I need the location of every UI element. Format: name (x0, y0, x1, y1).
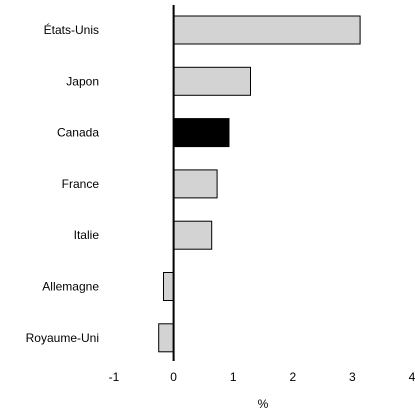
category-label: Royaume-Uni (26, 331, 99, 345)
category-labels: États-Unis Japon Canada France Italie Allemag… (26, 22, 100, 345)
bar-france (173, 169, 218, 199)
x-tick-label: 0 (170, 370, 177, 384)
x-tick-label: 4 (409, 370, 415, 384)
bar-japon (173, 66, 252, 96)
bar-italie (173, 220, 213, 250)
category-label: Italie (74, 228, 100, 242)
x-tick-label: -1 (109, 370, 120, 384)
bar-royaume-uni (158, 323, 175, 353)
x-tick-labels: -1 0 1 2 3 4 (109, 370, 415, 384)
category-label: États-Unis (44, 22, 99, 37)
bar-series (158, 15, 361, 353)
x-axis-title: % (258, 397, 269, 411)
bar--tats-unis (173, 15, 361, 45)
bar-canada (173, 118, 230, 148)
category-label: Japon (66, 74, 99, 88)
category-label: Canada (57, 126, 99, 140)
category-label: France (62, 177, 100, 191)
x-tick-label: 3 (349, 370, 356, 384)
category-label: Allemagne (42, 280, 99, 294)
bar-allemagne (163, 272, 175, 301)
x-tick-label: 2 (289, 370, 296, 384)
x-tick-label: 1 (230, 370, 237, 384)
